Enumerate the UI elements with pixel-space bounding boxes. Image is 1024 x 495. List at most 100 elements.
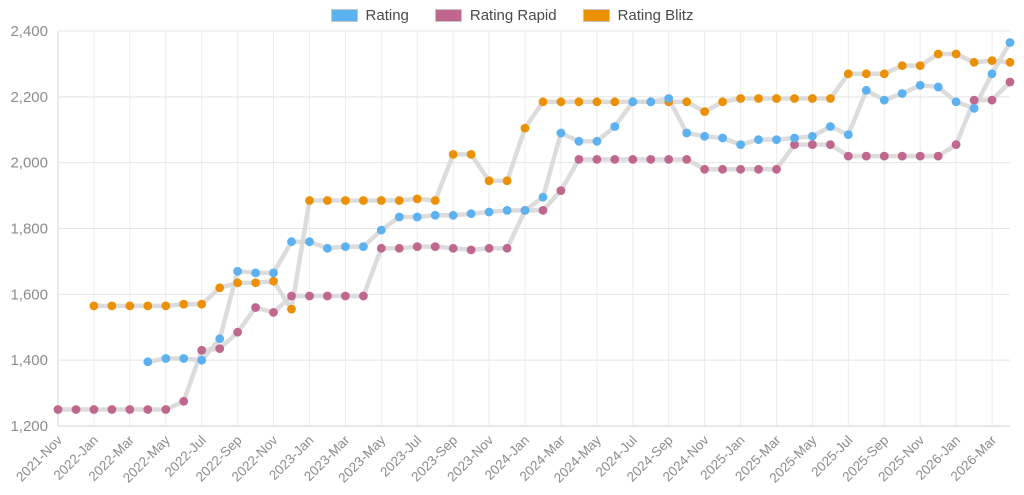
data-point[interactable] [466, 245, 476, 255]
data-point[interactable] [359, 242, 368, 252]
data-point[interactable] [287, 304, 296, 314]
data-point[interactable] [915, 151, 925, 161]
data-point[interactable] [574, 136, 584, 146]
data-point[interactable] [251, 278, 260, 288]
data-point[interactable] [843, 69, 853, 79]
data-point[interactable] [754, 135, 763, 145]
data-point[interactable] [394, 196, 404, 205]
data-point[interactable] [143, 357, 153, 367]
data-point[interactable] [915, 61, 925, 70]
data-point[interactable] [772, 164, 781, 174]
data-point[interactable] [718, 97, 727, 107]
data-point[interactable] [412, 212, 422, 222]
data-point[interactable] [790, 133, 799, 143]
data-point[interactable] [466, 209, 476, 219]
data-point[interactable] [592, 155, 602, 164]
data-point[interactable] [556, 186, 566, 196]
data-point[interactable] [718, 164, 727, 174]
data-point[interactable] [1005, 77, 1015, 87]
data-point[interactable] [682, 155, 692, 164]
data-point[interactable] [933, 151, 943, 161]
data-point[interactable] [376, 196, 386, 205]
data-point[interactable] [969, 57, 979, 67]
data-point[interactable] [251, 303, 260, 312]
data-point[interactable] [448, 150, 458, 159]
data-point[interactable] [610, 155, 620, 164]
data-point[interactable] [161, 301, 171, 311]
series-points-rating-blitz[interactable] [89, 49, 1015, 314]
data-point[interactable] [951, 140, 961, 150]
data-point[interactable] [143, 301, 153, 311]
data-point[interactable] [305, 291, 314, 301]
data-point[interactable] [125, 301, 135, 311]
data-point[interactable] [359, 291, 368, 301]
data-point[interactable] [843, 151, 853, 161]
data-point[interactable] [718, 133, 727, 143]
data-point[interactable] [646, 155, 656, 164]
data-point[interactable] [412, 242, 422, 252]
data-point[interactable] [502, 206, 512, 215]
data-point[interactable] [143, 405, 153, 414]
data-point[interactable] [754, 164, 763, 174]
data-point[interactable] [215, 334, 225, 344]
data-point[interactable] [179, 354, 189, 363]
data-point[interactable] [826, 122, 835, 131]
data-point[interactable] [448, 210, 458, 220]
data-point[interactable] [107, 405, 117, 414]
data-point[interactable] [341, 242, 350, 252]
data-point[interactable] [341, 291, 350, 301]
data-point[interactable] [430, 210, 440, 220]
data-point[interactable] [574, 155, 584, 164]
data-point[interactable] [376, 225, 386, 235]
data-point[interactable] [610, 97, 620, 107]
data-point[interactable] [412, 194, 422, 204]
data-point[interactable] [646, 97, 656, 107]
data-point[interactable] [484, 176, 494, 186]
data-point[interactable] [933, 49, 943, 59]
data-point[interactable] [197, 299, 207, 309]
data-point[interactable] [89, 301, 99, 311]
data-point[interactable] [448, 243, 458, 253]
data-point[interactable] [951, 97, 961, 107]
data-point[interactable] [233, 266, 243, 276]
data-point[interactable] [359, 196, 368, 205]
data-point[interactable] [197, 345, 207, 355]
data-point[interactable] [179, 299, 189, 309]
data-point[interactable] [736, 164, 745, 174]
data-point[interactable] [233, 278, 243, 288]
data-point[interactable] [682, 128, 692, 138]
data-point[interactable] [394, 212, 404, 222]
data-point[interactable] [879, 69, 889, 79]
data-point[interactable] [897, 89, 907, 98]
data-point[interactable] [772, 135, 781, 145]
data-point[interactable] [610, 122, 620, 131]
legend-item-rating-rapid[interactable]: Rating Rapid [434, 8, 557, 23]
data-point[interactable] [790, 140, 799, 150]
data-point[interactable] [125, 405, 135, 414]
data-point[interactable] [466, 150, 476, 159]
data-point[interactable] [323, 243, 332, 253]
data-point[interactable] [790, 94, 799, 103]
data-point[interactable] [269, 268, 278, 278]
data-point[interactable] [808, 140, 817, 150]
data-point[interactable] [484, 207, 494, 217]
data-point[interactable] [502, 243, 512, 253]
data-point[interactable] [987, 56, 997, 65]
data-point[interactable] [305, 196, 314, 205]
data-point[interactable] [861, 151, 871, 161]
data-point[interactable] [376, 243, 386, 253]
data-point[interactable] [215, 344, 225, 353]
data-point[interactable] [592, 136, 602, 146]
data-point[interactable] [287, 237, 296, 247]
data-point[interactable] [251, 268, 260, 278]
data-point[interactable] [987, 95, 997, 105]
data-point[interactable] [987, 69, 997, 79]
data-point[interactable] [323, 196, 332, 205]
data-point[interactable] [520, 123, 530, 133]
data-point[interactable] [161, 405, 171, 414]
data-point[interactable] [664, 94, 674, 103]
data-point[interactable] [879, 95, 889, 105]
data-point[interactable] [161, 354, 171, 363]
data-point[interactable] [664, 155, 674, 164]
data-point[interactable] [736, 94, 745, 103]
